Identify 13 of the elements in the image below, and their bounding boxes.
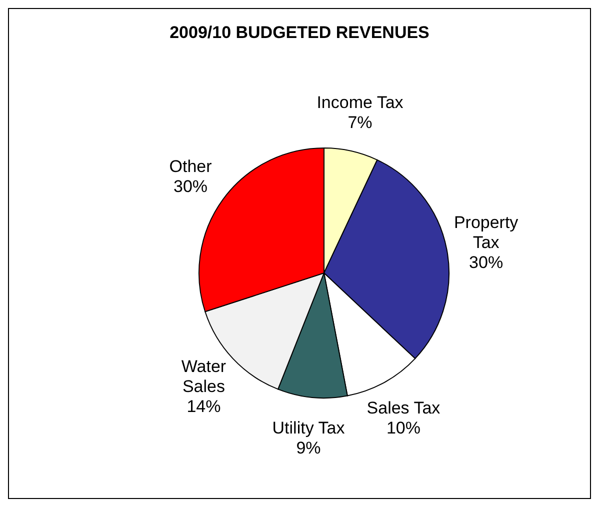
data-label: 30% — [469, 253, 504, 272]
data-label: 7% — [348, 112, 372, 132]
slice-label: Sales Tax — [366, 398, 441, 418]
data-label: 14% — [186, 396, 221, 416]
slice-label: Income Tax — [316, 92, 404, 112]
slice-label: Utility Tax — [272, 418, 346, 438]
data-label: 10% — [386, 418, 421, 438]
data-label: 9% — [296, 438, 321, 458]
chart-title: 2009/10 BUDGETED REVENUES — [170, 23, 430, 42]
slice-label: Property Tax — [454, 213, 519, 252]
slice-label: Other — [169, 157, 212, 176]
slice-label: Water Sales — [181, 356, 226, 396]
data-label: 30% — [173, 177, 208, 196]
